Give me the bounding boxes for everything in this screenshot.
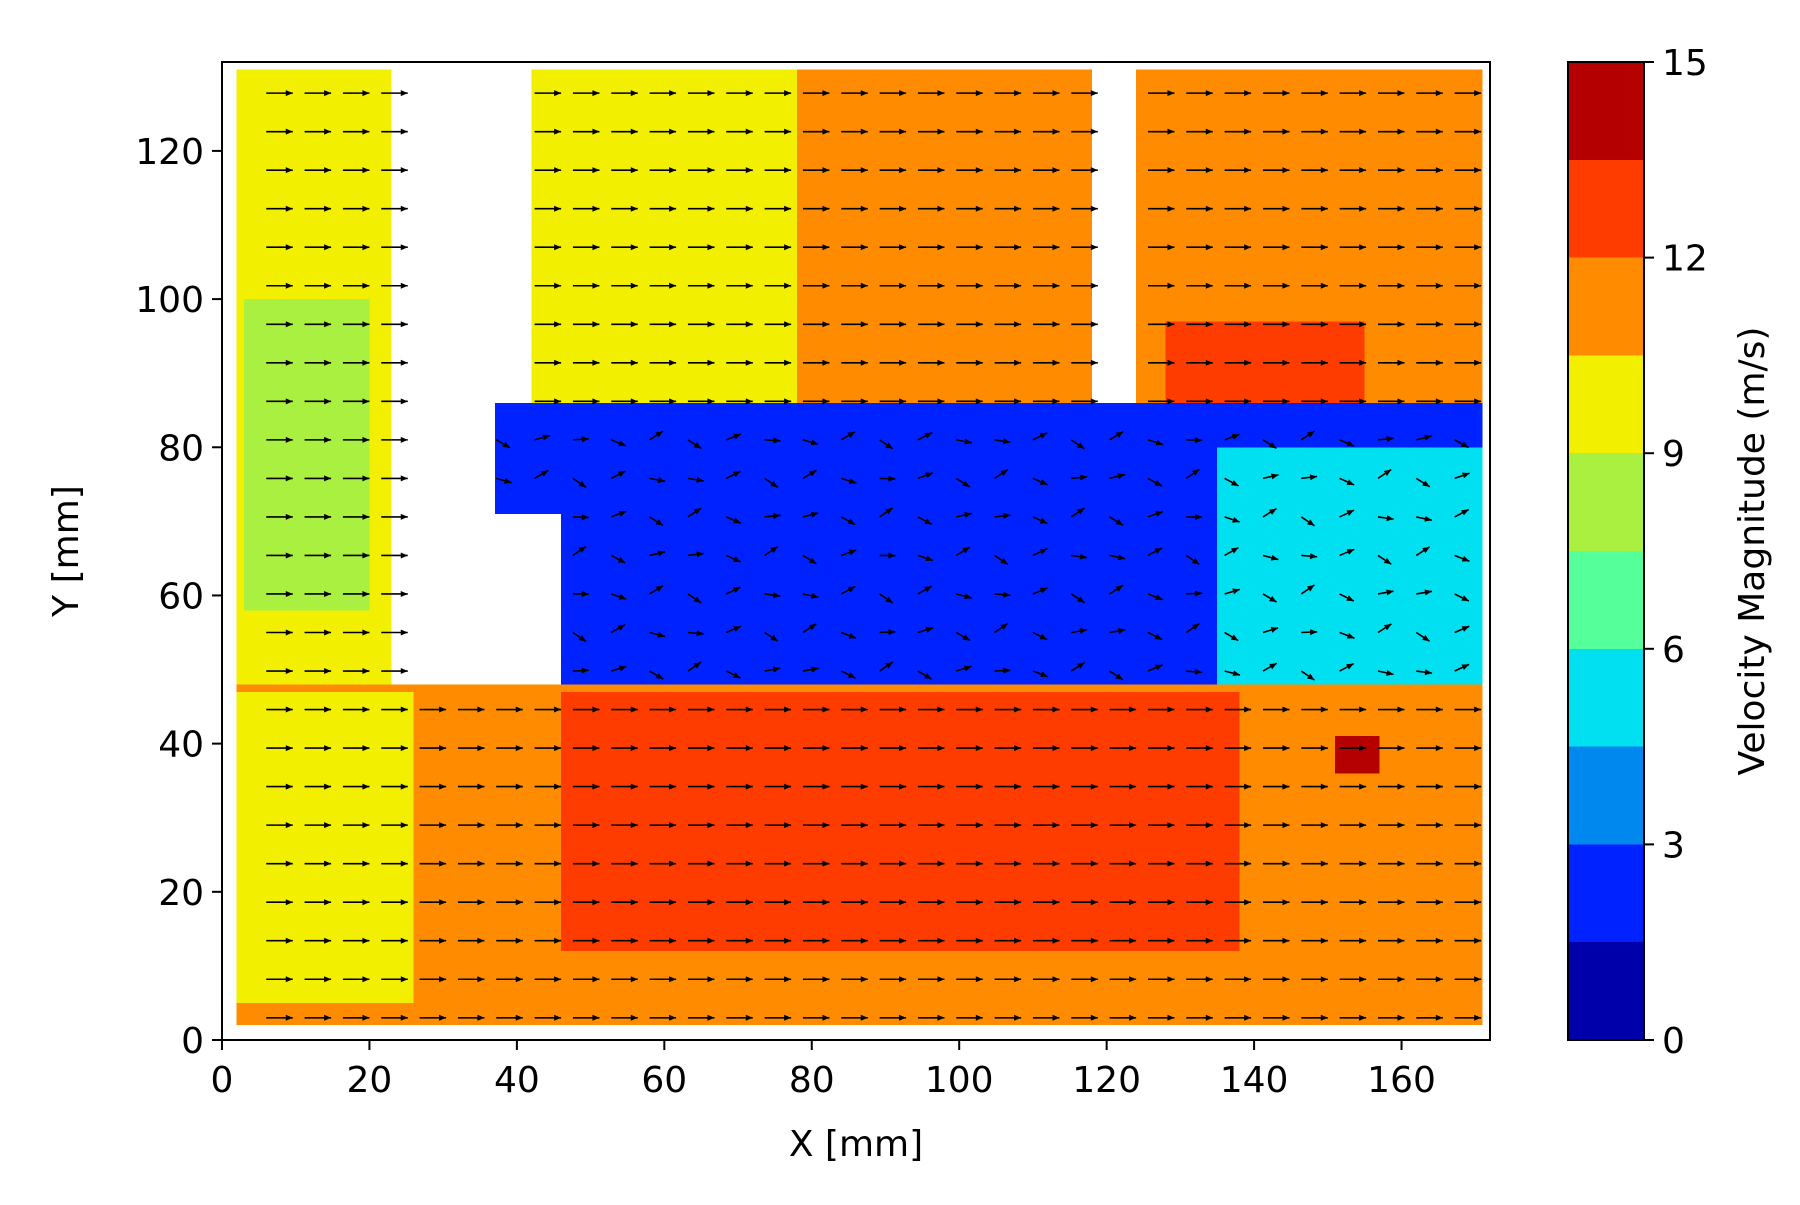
colorbar-label: Velocity Magnitude (m/s) bbox=[1732, 327, 1773, 776]
contour-region-11 bbox=[237, 692, 414, 1003]
colorbar-tick-label: 15 bbox=[1662, 43, 1708, 84]
x-tick-label: 80 bbox=[789, 1060, 835, 1101]
contour-region-10 bbox=[561, 692, 1239, 951]
colorbar-tick-label: 3 bbox=[1662, 825, 1685, 866]
y-tick-label: 80 bbox=[158, 428, 204, 469]
colorbar-segment bbox=[1568, 649, 1644, 747]
vector-arrowhead bbox=[401, 321, 408, 327]
colorbar-tick-label: 0 bbox=[1662, 1021, 1685, 1062]
colorbar-segment bbox=[1568, 62, 1644, 160]
vector-arrowhead bbox=[401, 206, 408, 212]
vector-arrowhead bbox=[401, 591, 408, 597]
vector-arrowhead bbox=[1091, 129, 1098, 135]
plot-area bbox=[237, 69, 1483, 1025]
vector-arrowhead bbox=[401, 668, 408, 674]
contour-region-12 bbox=[1335, 736, 1379, 773]
x-tick-label: 0 bbox=[211, 1060, 234, 1101]
colorbar-segment bbox=[1568, 551, 1644, 649]
colorbar: 0 3 6 9 12 15 bbox=[1568, 43, 1708, 1062]
y-tick-label: 60 bbox=[158, 576, 204, 617]
vector-arrowhead bbox=[1091, 360, 1098, 366]
y-tick-label: 0 bbox=[181, 1021, 204, 1062]
vector-arrowhead bbox=[401, 475, 408, 481]
vector-arrowhead bbox=[1091, 167, 1098, 173]
x-tick-label: 40 bbox=[494, 1060, 540, 1101]
colorbar-segment bbox=[1568, 942, 1644, 1040]
x-tick-label: 140 bbox=[1220, 1060, 1289, 1101]
x-tick-label: 120 bbox=[1072, 1060, 1141, 1101]
vector-arrowhead bbox=[401, 630, 408, 636]
vector-arrowhead bbox=[401, 552, 408, 558]
contour-region-8 bbox=[495, 403, 591, 514]
vector-arrowhead bbox=[1091, 321, 1098, 327]
x-tick-label: 20 bbox=[347, 1060, 393, 1101]
y-tick-label: 100 bbox=[135, 280, 204, 321]
contour-region-1 bbox=[244, 299, 369, 610]
colorbar-tick-label: 12 bbox=[1662, 239, 1708, 280]
colorbar-segment bbox=[1568, 453, 1644, 551]
colorbar-tick-label: 9 bbox=[1662, 434, 1685, 475]
vector-arrowhead bbox=[1091, 283, 1098, 289]
y-axis: 0 20 40 60 80 100 120 bbox=[135, 132, 222, 1062]
x-axis: 0 20 40 60 80 100 120 140 160 bbox=[211, 1040, 1436, 1101]
vector-arrowhead bbox=[401, 90, 408, 96]
vector-arrowhead bbox=[401, 129, 408, 135]
vector-arrowhead bbox=[401, 398, 408, 404]
y-tick-label: 40 bbox=[158, 725, 204, 766]
contour-region-3 bbox=[797, 69, 1092, 417]
vector-arrowhead bbox=[1091, 90, 1098, 96]
colorbar-segment bbox=[1568, 355, 1644, 453]
colorbar-tick-label: 6 bbox=[1662, 630, 1685, 671]
x-tick-label: 60 bbox=[641, 1060, 687, 1101]
vector-arrowhead bbox=[1091, 244, 1098, 250]
y-tick-label: 120 bbox=[135, 132, 204, 173]
colorbar-segment bbox=[1568, 258, 1644, 356]
colorbar-segment bbox=[1568, 160, 1644, 258]
x-axis-label: X [mm] bbox=[789, 1124, 923, 1165]
vector-arrowhead bbox=[401, 360, 408, 366]
colorbar-segment bbox=[1568, 844, 1644, 942]
x-tick-label: 100 bbox=[925, 1060, 994, 1101]
vector-arrowhead bbox=[401, 283, 408, 289]
y-axis-label: Y [mm] bbox=[46, 485, 87, 618]
colorbar-segment bbox=[1568, 747, 1644, 845]
vector-arrowhead bbox=[401, 167, 408, 173]
vector-arrowhead bbox=[1091, 206, 1098, 212]
vector-arrowhead bbox=[401, 514, 408, 520]
vector-arrowhead bbox=[401, 437, 408, 443]
vector-arrowhead bbox=[401, 244, 408, 250]
y-tick-label: 20 bbox=[158, 873, 204, 914]
x-tick-label: 160 bbox=[1367, 1060, 1436, 1101]
